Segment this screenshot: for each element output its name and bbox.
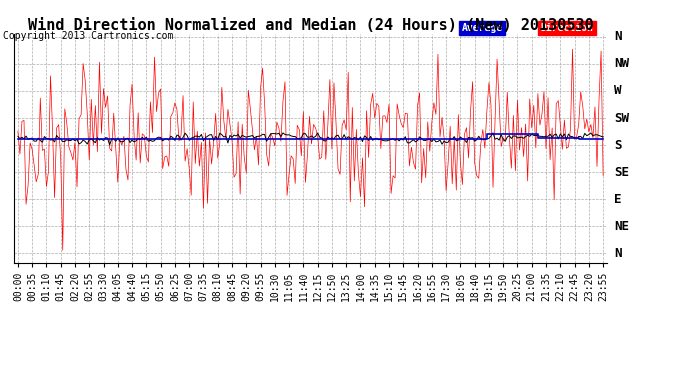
Title: Wind Direction Normalized and Median (24 Hours) (New) 20130530: Wind Direction Normalized and Median (24… [28, 18, 593, 33]
Text: NE: NE [614, 220, 629, 233]
Text: W: W [614, 84, 622, 98]
Text: Average: Average [462, 23, 502, 33]
Text: Copyright 2013 Cartronics.com: Copyright 2013 Cartronics.com [3, 32, 174, 41]
Text: Direction: Direction [540, 23, 593, 33]
Text: N: N [614, 247, 622, 260]
Text: NW: NW [614, 57, 629, 70]
Text: S: S [614, 139, 622, 152]
Text: N: N [614, 30, 622, 43]
Text: SW: SW [614, 111, 629, 125]
Text: SE: SE [614, 166, 629, 179]
Text: E: E [614, 193, 622, 206]
